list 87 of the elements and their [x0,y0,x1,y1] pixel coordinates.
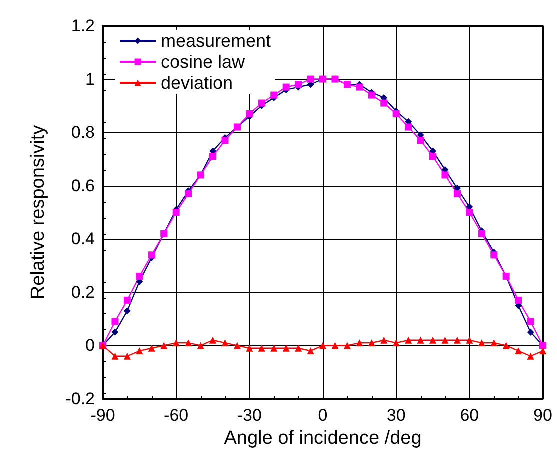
y-tick-label: 1 [86,70,95,89]
point [124,308,131,315]
point [295,344,302,352]
y-tick-label: 0.6 [71,176,95,196]
x-axis-title: Angle of incidence /deg [224,428,422,449]
point [222,340,229,347]
x-tick-label: 60 [460,406,480,425]
point [417,137,424,144]
point [307,348,314,355]
y-tick-label: -0.2 [66,390,95,408]
point [430,153,436,160]
point [136,272,144,280]
point [222,137,229,144]
point [124,352,131,360]
x-tick-label: 90 [534,406,552,425]
point [442,172,449,179]
point [258,100,266,107]
point [540,348,546,355]
point [392,110,400,118]
x-tick-label: 30 [386,406,406,425]
point [527,318,534,326]
point [527,328,534,336]
point [380,100,388,107]
point [502,342,510,350]
point [454,336,461,344]
point [295,81,302,88]
point [344,342,351,350]
point [112,318,119,326]
point [246,110,254,118]
y-axis-title: Relative responsivity [28,124,49,300]
point [454,190,461,198]
point [320,342,326,350]
point [112,328,119,336]
point [405,124,412,131]
point [490,340,498,347]
point [356,84,364,91]
x-tick-label: -60 [164,406,189,425]
point [185,190,192,198]
point [478,340,486,347]
legend-label: cosine law [161,52,246,72]
point [172,340,180,347]
point [368,340,376,347]
point [148,252,156,259]
y-tick-label: 0 [86,336,95,356]
point [442,336,449,344]
point [124,296,131,304]
x-tick-label: -90 [90,406,116,425]
point [197,342,204,350]
point [234,342,241,350]
point [185,340,192,347]
point [282,84,290,91]
point [405,336,412,344]
x-tick-label: 0 [318,406,328,425]
point [356,340,364,347]
point [490,252,498,259]
point [380,336,388,344]
point [430,336,436,344]
point [148,344,156,352]
point [332,342,339,350]
point [210,153,216,160]
point [210,336,216,344]
point [270,92,278,99]
point [246,344,254,352]
point [478,230,486,238]
x-tick-label: -30 [237,406,262,425]
y-tick-label: 0.2 [71,282,95,302]
y-tick-label: 1.2 [71,16,95,36]
point [307,76,314,83]
legend-label: deviation [161,73,234,93]
point [136,348,144,355]
legend-label: measurement [161,31,272,51]
point [466,209,474,216]
y-tick-label: 0.4 [71,230,95,249]
point [258,344,266,352]
point [270,344,278,352]
y-tick-label: 0.8 [71,123,95,142]
point [515,296,522,304]
point [527,352,534,360]
point [417,336,424,344]
point [112,352,119,360]
point [515,348,522,355]
point [160,342,168,350]
point [392,340,400,347]
point [466,336,474,344]
point [172,209,180,216]
point [282,344,290,352]
point [368,92,376,99]
